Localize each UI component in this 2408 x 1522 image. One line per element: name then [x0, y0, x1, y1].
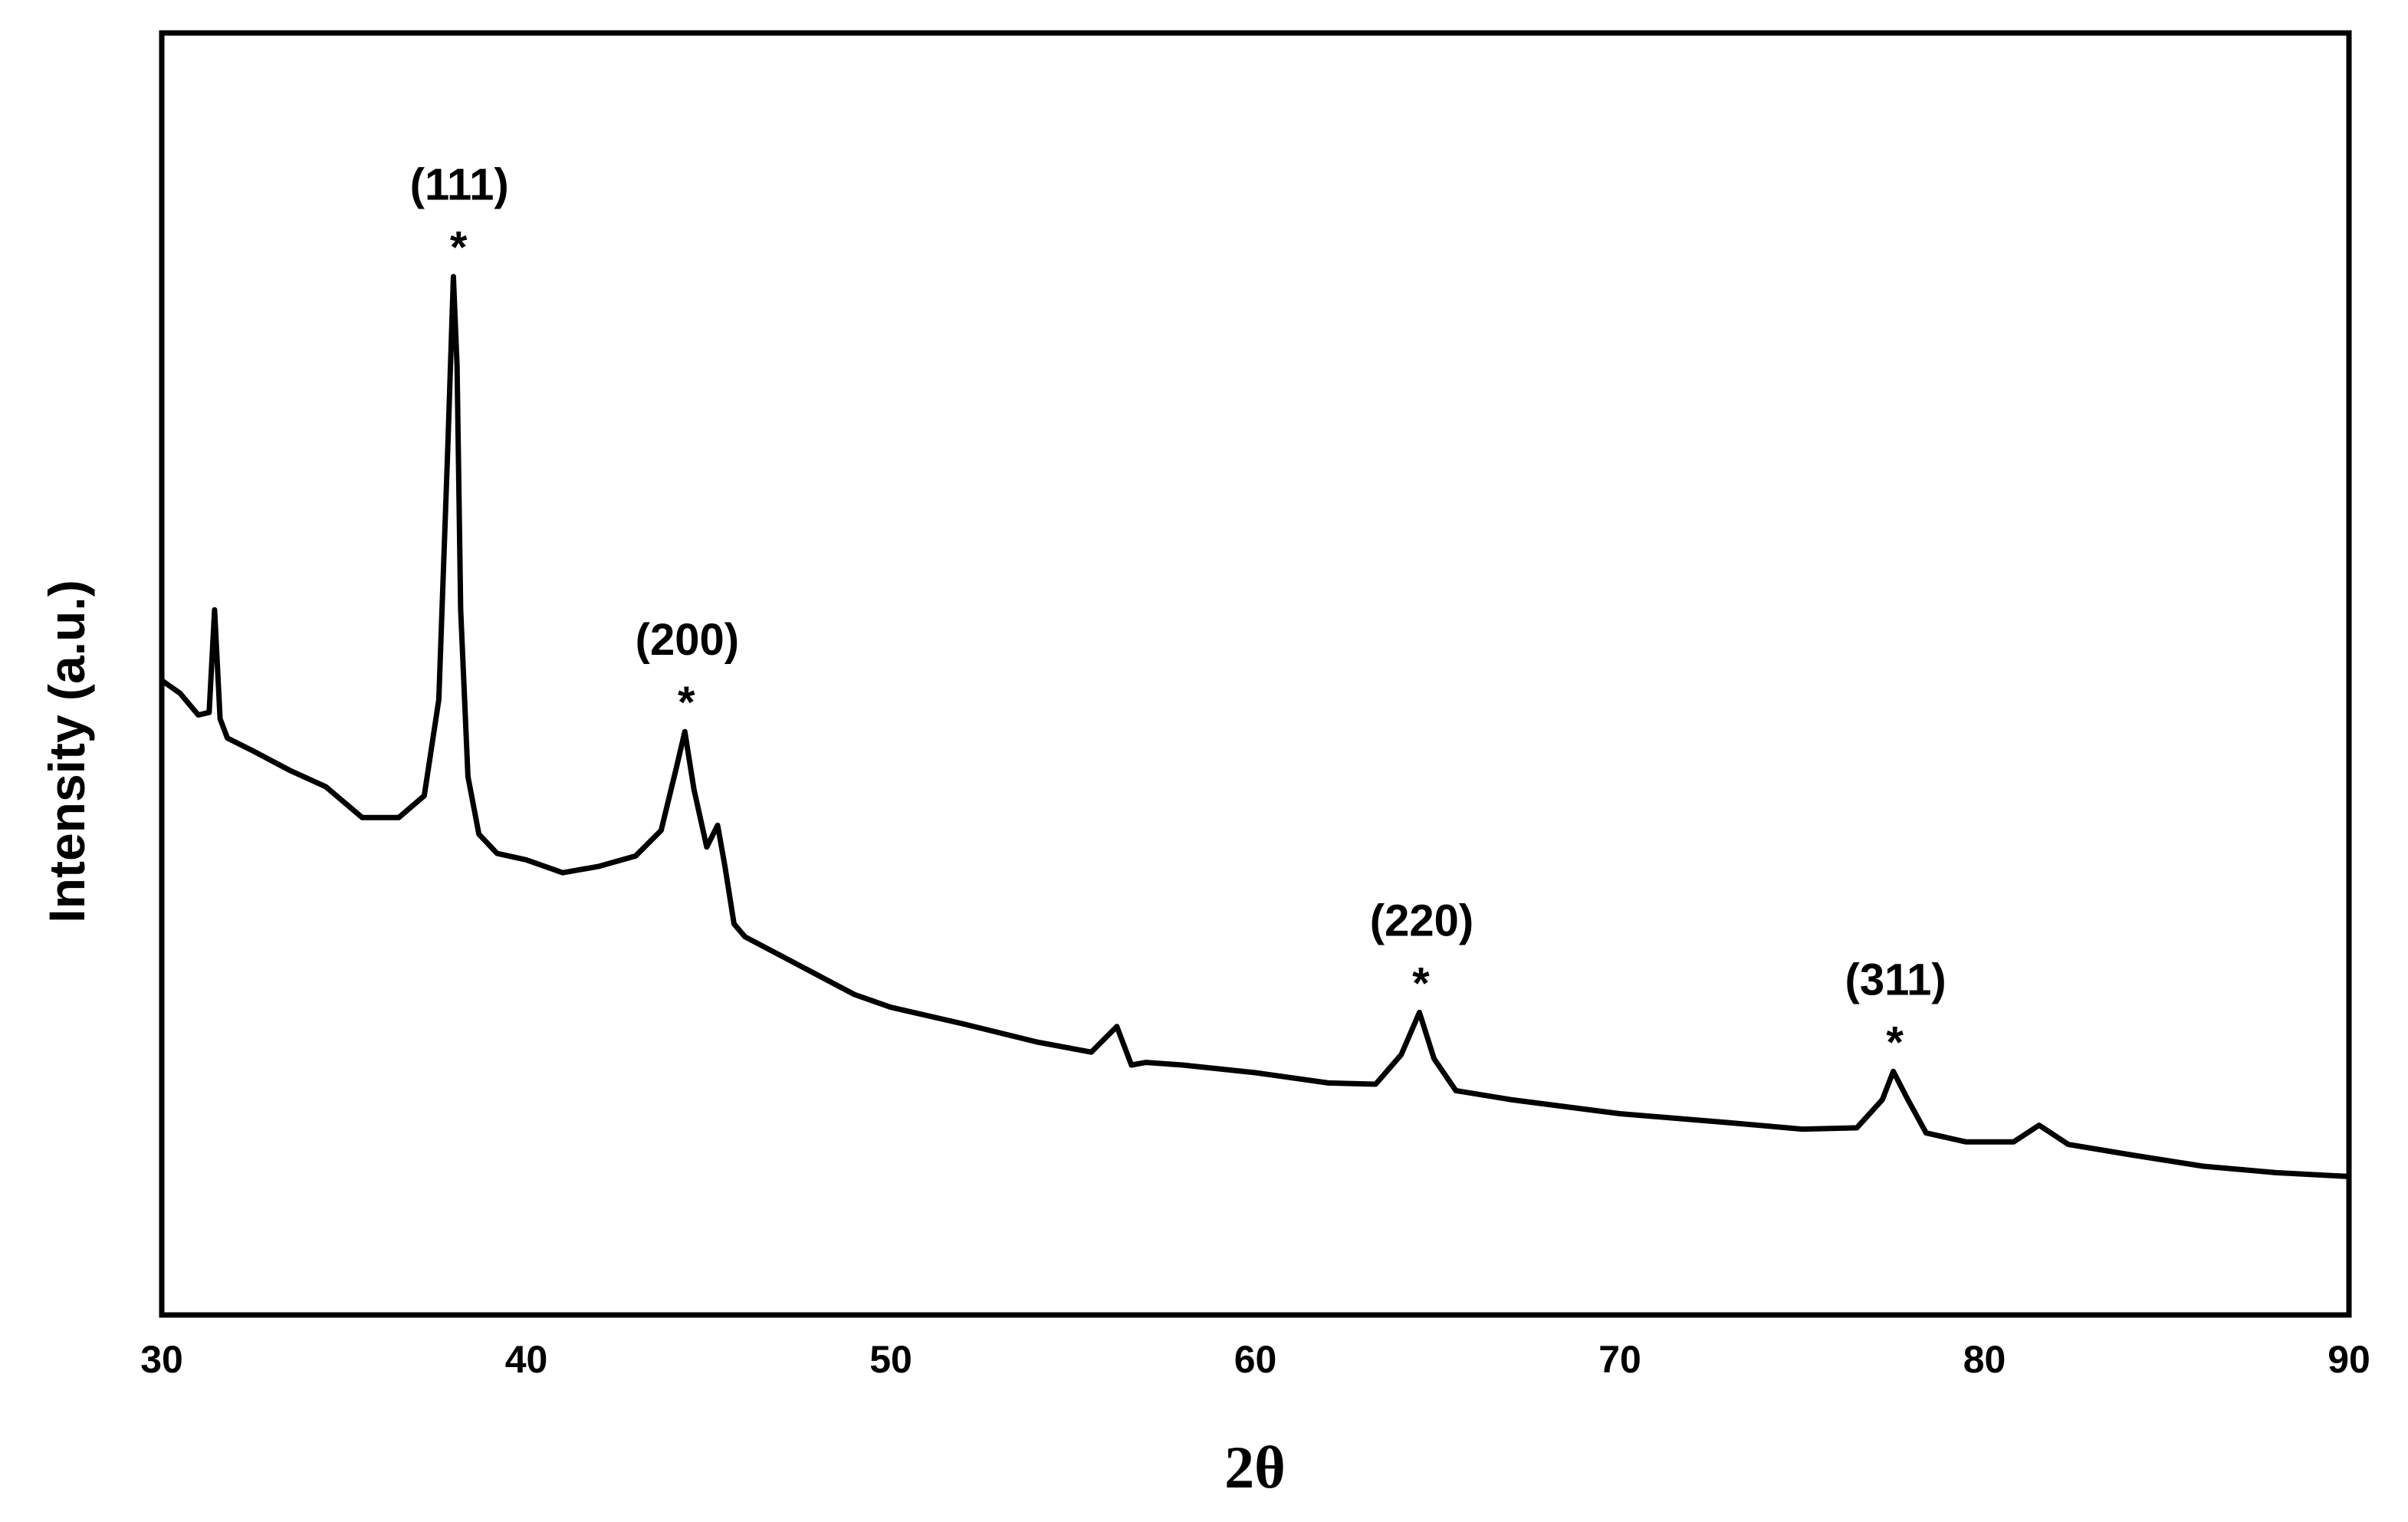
- peak-label: (111): [410, 160, 509, 210]
- peak-label: (220): [1370, 896, 1473, 945]
- x-tick-label: 70: [1598, 1338, 1641, 1381]
- x-tick-label: 60: [1234, 1338, 1277, 1381]
- plot-layer: [159, 274, 2352, 1179]
- peak-marker: *: [1886, 1017, 1904, 1067]
- x-axis-title: 2θ: [1224, 1434, 1286, 1501]
- x-tick-label: 80: [1963, 1338, 2006, 1381]
- x-tick-label: 90: [2328, 1338, 2370, 1381]
- x-tick-label: 50: [869, 1338, 912, 1381]
- peak-marker: *: [678, 678, 695, 728]
- peak-label: (200): [636, 615, 739, 665]
- peak-label: (311): [1845, 955, 1946, 1004]
- x-tick-label: 40: [505, 1338, 548, 1381]
- annotation-layer: * (111) * (200) * (220) * (311): [410, 160, 1946, 1068]
- x-tick-label: 30: [140, 1338, 183, 1381]
- series-line-0: [159, 274, 2352, 1179]
- y-axis-title: Intensity (a.u.): [38, 580, 95, 922]
- plot-frame: [159, 30, 2352, 1318]
- peak-marker: *: [450, 223, 468, 273]
- x-tick-layer: 30 40 50 60 70 80 90: [140, 1338, 2370, 1381]
- peak-marker: *: [1412, 958, 1430, 1008]
